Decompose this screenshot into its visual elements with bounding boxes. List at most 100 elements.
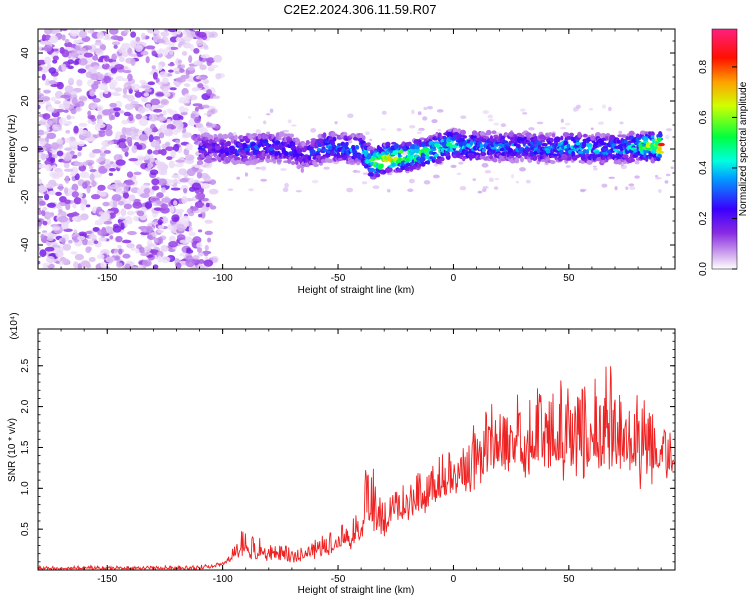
heatmap-noise-cell bbox=[68, 78, 74, 84]
heatmap-noise-cell bbox=[114, 111, 120, 118]
heatmap-noise-cell bbox=[128, 53, 138, 57]
heatmap-ridge-cell bbox=[266, 131, 271, 135]
heatmap-noise-cell bbox=[372, 185, 380, 189]
heatmap-noise-cell bbox=[525, 179, 531, 184]
heatmap-noise-cell bbox=[204, 244, 209, 251]
heatmap-ridge-cell bbox=[214, 138, 219, 142]
heatmap-noise-cell bbox=[167, 29, 178, 33]
heatmap-noise-cell bbox=[76, 50, 81, 55]
heatmap-noise-cell bbox=[131, 83, 141, 91]
heatmap-noise-cell bbox=[78, 30, 88, 39]
heatmap-noise-cell bbox=[138, 118, 149, 126]
heatmap-noise-cell bbox=[38, 209, 42, 215]
heatmap-noise-cell bbox=[346, 187, 354, 193]
heatmap-noise-cell bbox=[564, 122, 571, 126]
heatmap-ridge-cell bbox=[378, 146, 383, 153]
heatmap-noise-cell bbox=[79, 213, 89, 221]
heatmap-ridge-cell bbox=[389, 168, 393, 171]
heatmap-noise-cell bbox=[104, 158, 111, 166]
heatmap-noise-cell bbox=[280, 168, 287, 171]
heatmap-noise-cell bbox=[194, 106, 199, 112]
heatmap-ridge-cell bbox=[471, 130, 478, 136]
heatmap-noise-cell bbox=[78, 122, 88, 127]
heatmap-noise-cell bbox=[62, 258, 70, 266]
heatmap-noise-cell bbox=[85, 246, 92, 254]
heatmap-noise-cell bbox=[493, 122, 500, 126]
heatmap-noise-cell bbox=[139, 193, 150, 199]
heatmap-noise-cell bbox=[38, 140, 48, 145]
heatmap-noise-cell bbox=[590, 127, 594, 131]
heatmap-noise-cell bbox=[194, 116, 201, 124]
heatmap-noise-cell bbox=[361, 181, 368, 185]
heatmap-noise-cell bbox=[202, 165, 207, 168]
heatmap-noise-cell bbox=[38, 89, 41, 95]
heatmap-noise-cell bbox=[67, 59, 75, 65]
heatmap-noise-cell bbox=[74, 103, 80, 108]
heatmap-ridge-cell bbox=[586, 159, 593, 165]
heatmap-noise-cell bbox=[71, 97, 78, 106]
heatmap-noise-cell bbox=[112, 225, 122, 233]
heatmap-noise-cell bbox=[164, 141, 171, 147]
heatmap-noise-cell bbox=[213, 54, 223, 63]
x-tick-label: -100 bbox=[213, 574, 233, 585]
heatmap-ridge-cell bbox=[332, 136, 337, 142]
heatmap-noise-cell bbox=[63, 168, 74, 172]
heatmap-noise-cell bbox=[161, 77, 169, 84]
heatmap-noise-cell bbox=[396, 127, 402, 132]
heatmap-noise-cell bbox=[136, 144, 143, 150]
snr-panel: -150 -100 -50 0 50 0.5 1.0 1.5 2.0 2.5 Height of… bbox=[7, 312, 676, 596]
heatmap-noise-cell bbox=[665, 128, 672, 132]
snr-y-multiplier: (x10⁴) bbox=[9, 312, 20, 339]
heatmap-noise-cell bbox=[227, 188, 234, 191]
heatmap-noise-cell bbox=[670, 166, 674, 170]
heatmap-noise-cell bbox=[123, 29, 129, 34]
heatmap-noise-cell bbox=[56, 138, 64, 145]
heatmap-noise-cell bbox=[494, 177, 500, 181]
heatmap-noise-cell bbox=[137, 106, 146, 114]
heatmap-noise-cell bbox=[104, 163, 112, 170]
heatmap-ridge-cell bbox=[397, 151, 401, 158]
heatmap-noise-cell bbox=[170, 187, 181, 191]
heatmap-noise-cell bbox=[115, 159, 126, 166]
heatmap-noise-cell bbox=[100, 249, 110, 256]
heatmap-noise-cell bbox=[634, 175, 640, 179]
heatmap-noise-cell bbox=[197, 259, 205, 264]
heatmap-noise-cell bbox=[42, 206, 48, 211]
heatmap-noise-cell bbox=[165, 146, 175, 152]
heatmap-noise-cell bbox=[601, 104, 606, 109]
heatmap-noise-cell bbox=[86, 130, 91, 139]
heatmap-noise-cell bbox=[592, 165, 597, 168]
heatmap-noise-cell bbox=[92, 55, 99, 61]
heatmap-noise-cell bbox=[185, 70, 190, 76]
heatmap-noise-cell bbox=[450, 164, 457, 169]
heatmap-noise-cell bbox=[528, 127, 535, 131]
colorbar-ticks: 0.0 0.2 0.4 0.6 0.8 bbox=[698, 60, 737, 276]
heatmap-ridge-cell bbox=[491, 130, 497, 135]
heatmap-ridge-cell bbox=[583, 133, 587, 138]
heatmap-noise-cell bbox=[47, 120, 53, 126]
heatmap-noise-cell bbox=[112, 200, 118, 209]
heatmap-noise-cell bbox=[121, 239, 132, 244]
heatmap-noise-cell bbox=[151, 178, 160, 186]
heatmap-noise-cell bbox=[54, 100, 61, 105]
heatmap-noise-cell bbox=[167, 63, 175, 67]
heatmap-ridge-cell bbox=[289, 133, 294, 138]
heatmap-noise-cell bbox=[64, 85, 74, 94]
heatmap-noise-cell bbox=[76, 79, 83, 87]
heatmap-noise-cell bbox=[118, 56, 126, 63]
heatmap-noise-cell bbox=[411, 109, 415, 115]
heatmap-noise-cell bbox=[149, 157, 155, 163]
heatmap-ridge-cell bbox=[620, 134, 627, 138]
heatmap-noise-cell bbox=[575, 104, 582, 109]
heatmap-noise-cell bbox=[160, 167, 168, 176]
heatmap-ridge-cell bbox=[501, 140, 509, 144]
heatmap-noise-cell bbox=[69, 29, 80, 37]
heatmap-noise-cell bbox=[167, 179, 178, 184]
heatmap-noise-cell bbox=[183, 187, 188, 194]
heatmap-noise-cell bbox=[130, 42, 137, 49]
heatmap-noise-cell bbox=[431, 119, 438, 124]
heatmap-noise-cell bbox=[205, 122, 213, 127]
heatmap-noise-cell bbox=[481, 188, 487, 193]
heatmap-noise-cell bbox=[73, 125, 79, 134]
heatmap-noise-cell bbox=[186, 31, 197, 39]
